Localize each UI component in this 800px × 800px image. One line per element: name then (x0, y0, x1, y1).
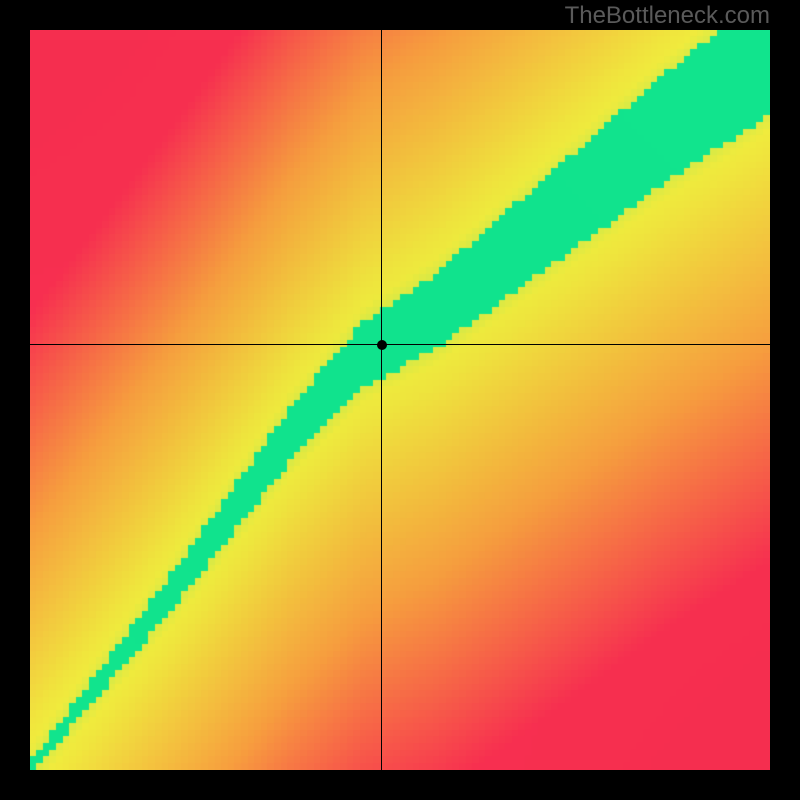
heatmap-canvas (30, 30, 770, 770)
crosshair-marker (377, 340, 387, 350)
crosshair-vertical (381, 30, 382, 770)
plot-area (30, 30, 770, 770)
crosshair-horizontal (30, 344, 770, 345)
watermark-text: TheBottleneck.com (565, 2, 770, 30)
